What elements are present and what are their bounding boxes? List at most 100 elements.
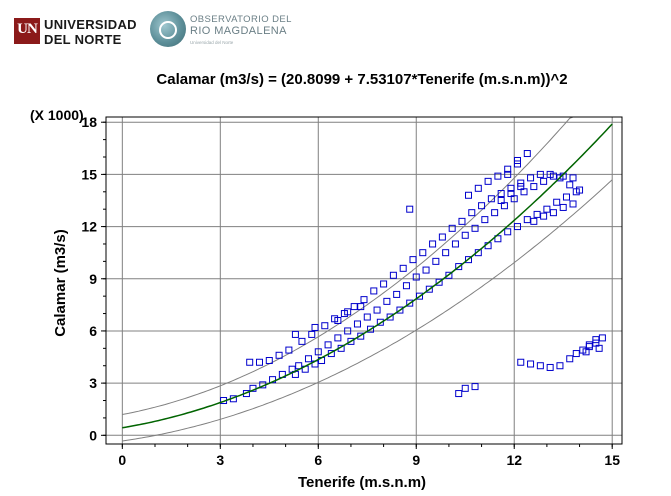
scatter-point <box>422 266 430 274</box>
scatter-point <box>556 362 564 370</box>
scatter-point <box>435 278 443 286</box>
scatter-point <box>246 358 254 366</box>
scatter-point <box>494 172 502 180</box>
scatter-point <box>334 334 342 342</box>
scatter-point <box>468 209 476 217</box>
scatter-point <box>527 360 535 368</box>
observatorio-line1: OBSERVATORIO DEL <box>190 14 292 25</box>
scatter-point <box>291 330 299 338</box>
grid-lines <box>106 117 622 444</box>
scatter-point <box>412 273 420 281</box>
observatorio-logo: OBSERVATORIO DEL RIO MAGDALENA Universid… <box>150 10 292 52</box>
y-tick-label: 0 <box>89 427 97 443</box>
scatter-point <box>445 271 453 279</box>
fitted-curve <box>122 123 613 429</box>
y-tick-label: 12 <box>81 219 97 235</box>
scatter-point <box>406 205 414 213</box>
scatter-point <box>536 170 544 178</box>
scatter-point <box>406 299 414 307</box>
scatter-point <box>533 210 541 218</box>
scatter-point <box>350 303 358 311</box>
scatter-point <box>592 336 600 344</box>
scatter-point <box>308 330 316 338</box>
scatter-point <box>595 344 603 352</box>
scatter-point <box>321 322 329 330</box>
scatter-point <box>269 376 277 384</box>
scatter-point <box>298 337 306 345</box>
scatter-point <box>432 257 440 265</box>
scatter-point <box>585 341 593 349</box>
scatter-point <box>576 186 584 194</box>
scatter-point <box>549 209 557 217</box>
scatter-point <box>425 285 433 293</box>
x-tick-label: 15 <box>604 452 620 468</box>
scatter-point <box>367 325 375 333</box>
scatter-point <box>465 191 473 199</box>
x-tick-label: 3 <box>216 452 224 468</box>
scatter-point <box>543 205 551 213</box>
scatter-point <box>344 308 352 316</box>
scatter-point <box>353 320 361 328</box>
lower-limit-line <box>122 179 613 442</box>
y-tick-label: 6 <box>89 323 97 339</box>
scatter-point <box>363 313 371 321</box>
logo-line-universidad: UNIVERSIDAD <box>44 17 137 32</box>
scatter-point <box>471 383 479 391</box>
scatter-point <box>455 390 463 398</box>
scatter-point <box>360 296 368 304</box>
scatter-point <box>572 350 580 358</box>
prediction-limits <box>122 116 613 442</box>
scatter-point <box>530 183 538 191</box>
scatter-point <box>442 249 450 257</box>
scatter-point <box>383 297 391 305</box>
scatter-point <box>487 195 495 203</box>
scatter-point <box>546 170 554 178</box>
axis-ticks: 0 3 6 9 12 15 0 3 6 9 12 15 18 <box>81 114 620 468</box>
scatter-point <box>507 190 515 198</box>
scatter-point <box>357 303 365 311</box>
scatter-point <box>357 332 365 340</box>
scatter-point <box>386 313 394 321</box>
upper-limit-line <box>122 116 613 415</box>
observatorio-line3: Universidad del Norte <box>190 40 234 45</box>
scatter-point <box>380 280 388 288</box>
scatter-point <box>523 216 531 224</box>
scatter-point <box>559 203 567 211</box>
scatter-point <box>569 200 577 208</box>
scatter-point <box>255 358 263 366</box>
scatter-point <box>370 287 378 295</box>
scatter-point <box>304 355 312 363</box>
scatter-point <box>504 228 512 236</box>
scatter-point <box>416 292 424 300</box>
scatter-point <box>536 362 544 370</box>
scatter-point <box>523 150 531 158</box>
scatter-point <box>455 263 463 271</box>
scatter-point <box>569 174 577 182</box>
scatter-point <box>504 170 512 178</box>
un-emblem <box>14 18 40 44</box>
y-tick-label: 9 <box>89 271 97 287</box>
scatter-point <box>513 160 521 168</box>
scatter-point <box>458 217 466 225</box>
scatter-point <box>461 231 469 239</box>
header: UN UNIVERSIDAD DEL NORTE OBSERVATORIO DE… <box>0 0 671 60</box>
scatter-point <box>393 290 401 298</box>
scatter-point <box>562 193 570 201</box>
scatter-point <box>389 271 397 279</box>
plot-frame <box>105 116 623 445</box>
universidad-del-norte-logo: UN UNIVERSIDAD DEL NORTE <box>14 14 144 48</box>
scatter-point <box>311 323 319 331</box>
scatter-point <box>376 318 384 326</box>
scatter-point <box>448 224 456 232</box>
y-tick-label: 3 <box>89 375 97 391</box>
scatter-point <box>419 249 427 257</box>
chart-title: Calamar (m3/s) = (20.8099 + 7.53107*Tene… <box>156 71 567 88</box>
y-tick-label: 15 <box>81 166 97 182</box>
scatter-point <box>497 190 505 198</box>
scatter-point <box>285 346 293 354</box>
scatter-point <box>396 306 404 314</box>
observatorio-line2: RIO MAGDALENA <box>190 25 287 37</box>
scatter-point <box>513 223 521 231</box>
scatter-point <box>471 224 479 232</box>
